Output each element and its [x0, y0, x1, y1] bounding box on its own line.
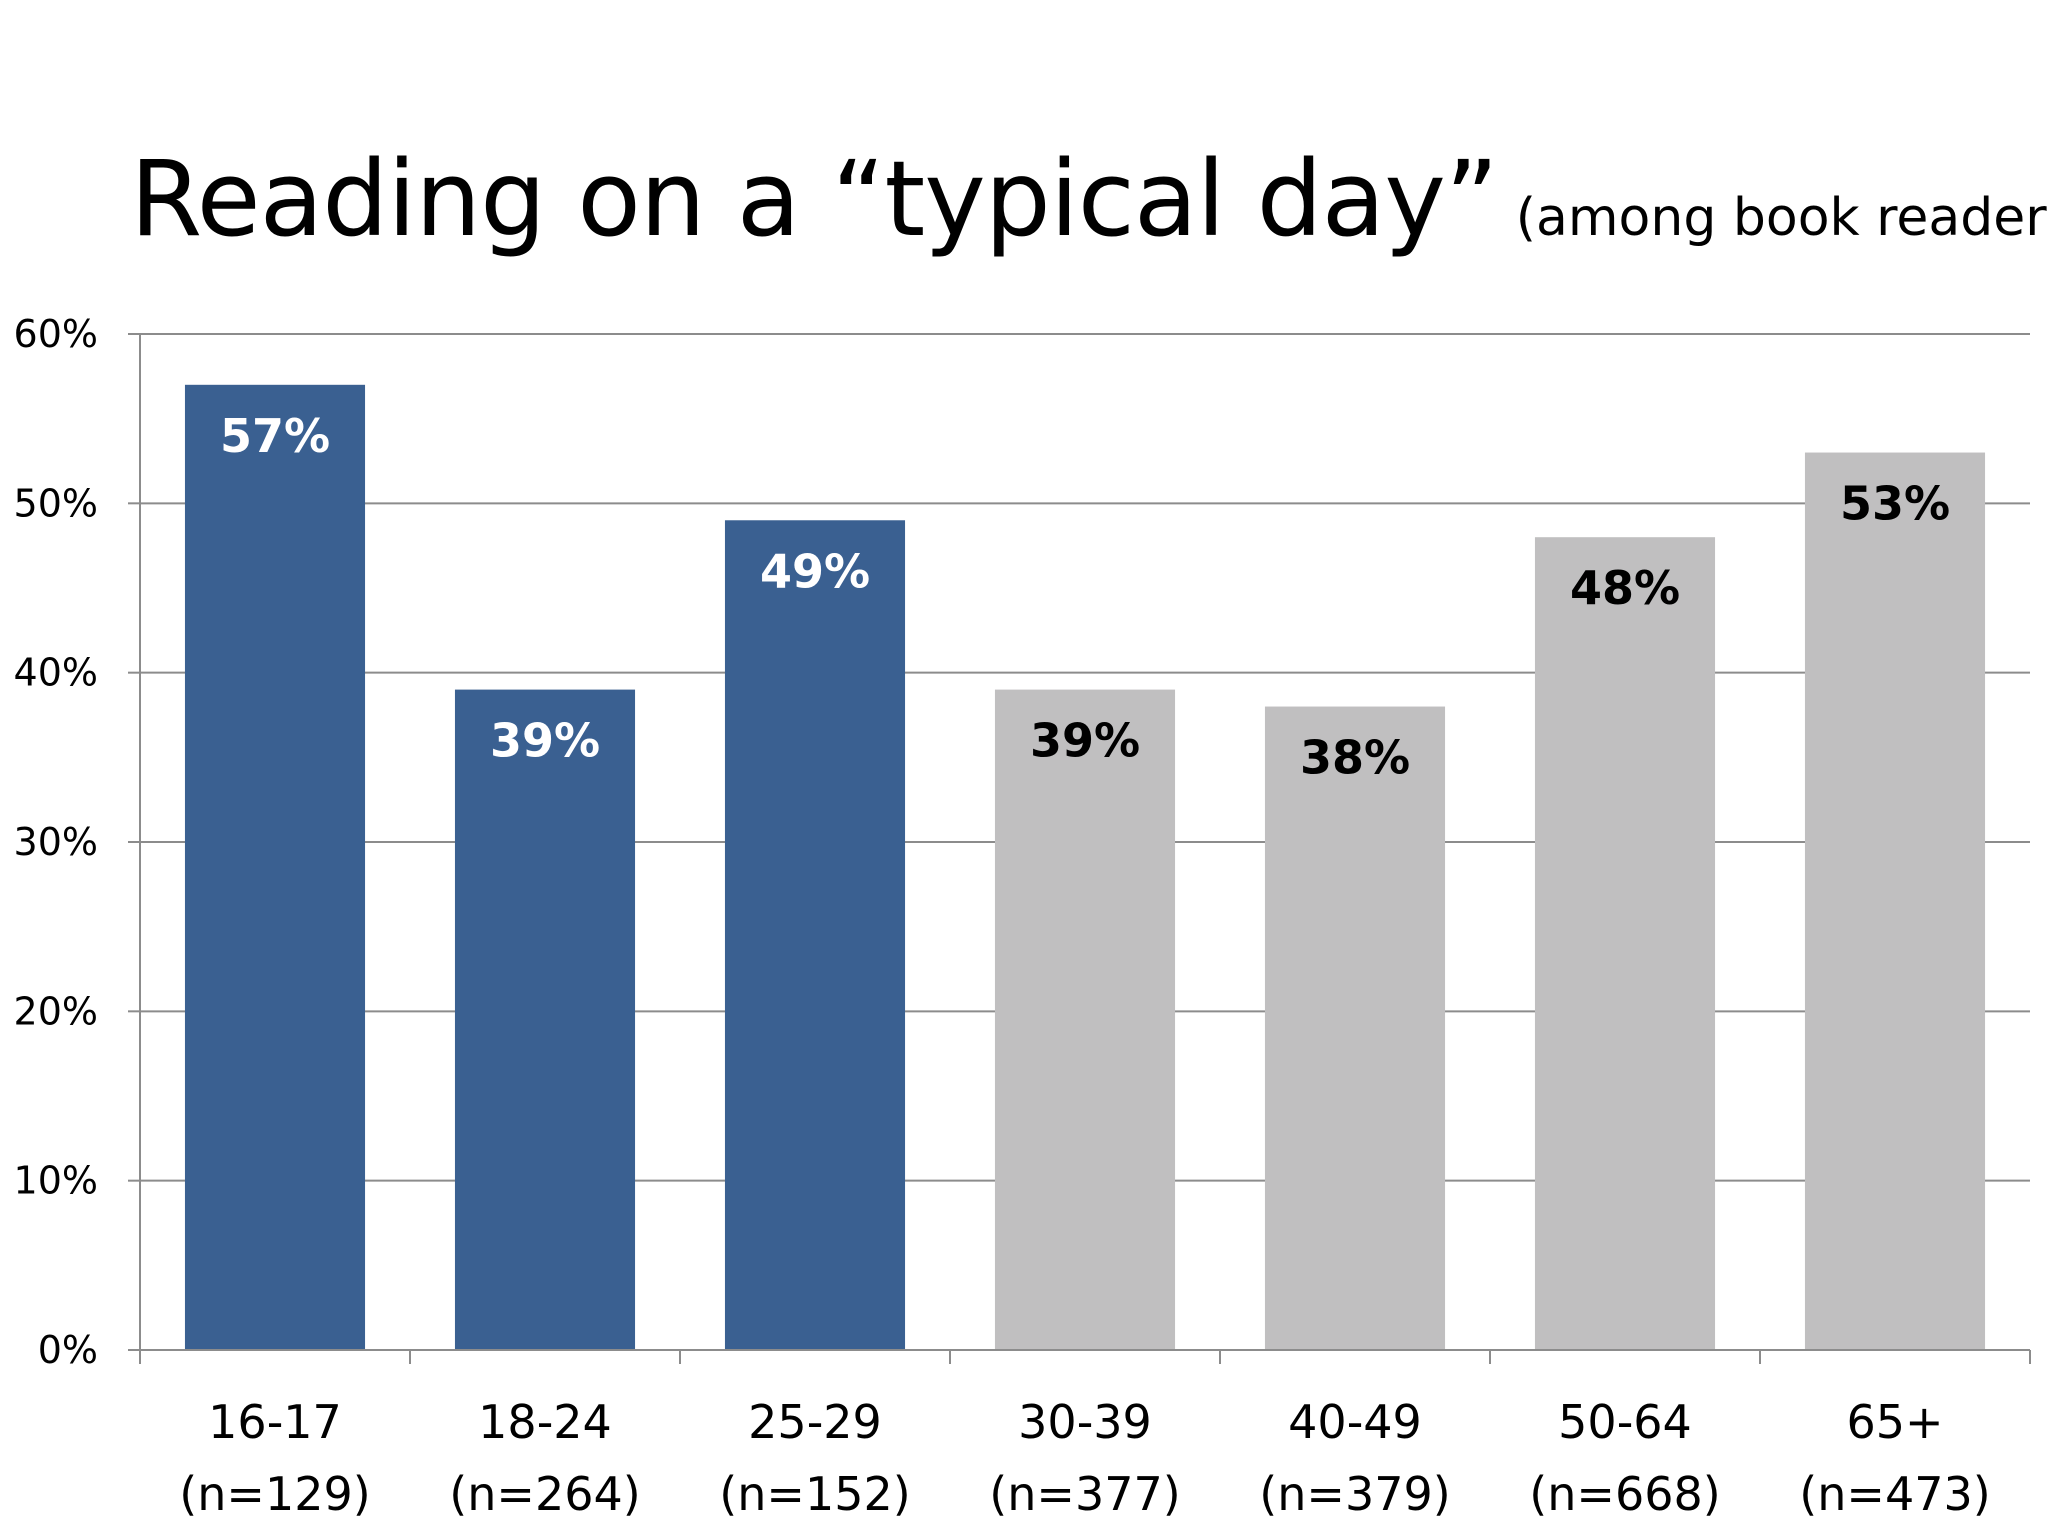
- bar-65+: [1804, 452, 1986, 1350]
- bar-16-17: [184, 384, 366, 1350]
- y-tick-label: 40%: [14, 651, 98, 695]
- chart-title-main: Reading on a “typical day”: [130, 138, 1499, 260]
- bar-18-24: [454, 689, 636, 1350]
- x-tick-label: 16-17: [208, 1395, 342, 1449]
- x-tick-label: 18-24: [478, 1395, 612, 1449]
- sample-size-label: (n=152): [719, 1467, 910, 1521]
- x-tick-label: 30-39: [1018, 1395, 1152, 1449]
- y-tick-label: 60%: [14, 312, 98, 356]
- data-label: 38%: [1300, 731, 1410, 785]
- data-label: 39%: [1030, 714, 1140, 768]
- labels: 0% 10% 20% 30% 40% 50% 60% 57% 16-17 (n=129) 39% 18…: [14, 312, 1991, 1521]
- x-tick-label: 50-64: [1558, 1395, 1692, 1449]
- chart-subtitle: (among book readers): [1515, 188, 2048, 248]
- x-tick-label: 25-29: [748, 1395, 882, 1449]
- bar-30-39: [994, 689, 1176, 1350]
- sample-size-label: (n=129): [179, 1467, 370, 1521]
- bars: [184, 384, 1986, 1350]
- data-label: 49%: [760, 544, 870, 598]
- data-label: 57%: [220, 409, 330, 463]
- sample-size-label: (n=668): [1529, 1467, 1720, 1521]
- sample-size-label: (n=379): [1259, 1467, 1450, 1521]
- y-tick-label: 0%: [38, 1328, 98, 1372]
- y-tick-label: 50%: [14, 481, 98, 525]
- y-tick-label: 10%: [14, 1159, 98, 1203]
- data-label: 48%: [1570, 561, 1680, 615]
- x-tick-label: 65+: [1846, 1395, 1943, 1449]
- axes: [128, 333, 2031, 1364]
- sample-size-label: (n=264): [449, 1467, 640, 1521]
- bar-40-49: [1264, 706, 1446, 1350]
- data-label: 39%: [490, 714, 600, 768]
- bar-50-64: [1534, 537, 1716, 1350]
- y-tick-label: 30%: [14, 820, 98, 864]
- bar-25-29: [724, 520, 906, 1350]
- y-tick-label: 20%: [14, 989, 98, 1033]
- data-label: 53%: [1840, 477, 1950, 531]
- sample-size-label: (n=377): [989, 1467, 1180, 1521]
- chart-title: Reading on a “typical day” (among book re…: [130, 138, 2048, 260]
- x-tick-label: 40-49: [1288, 1395, 1422, 1449]
- sample-size-label: (n=473): [1799, 1467, 1990, 1521]
